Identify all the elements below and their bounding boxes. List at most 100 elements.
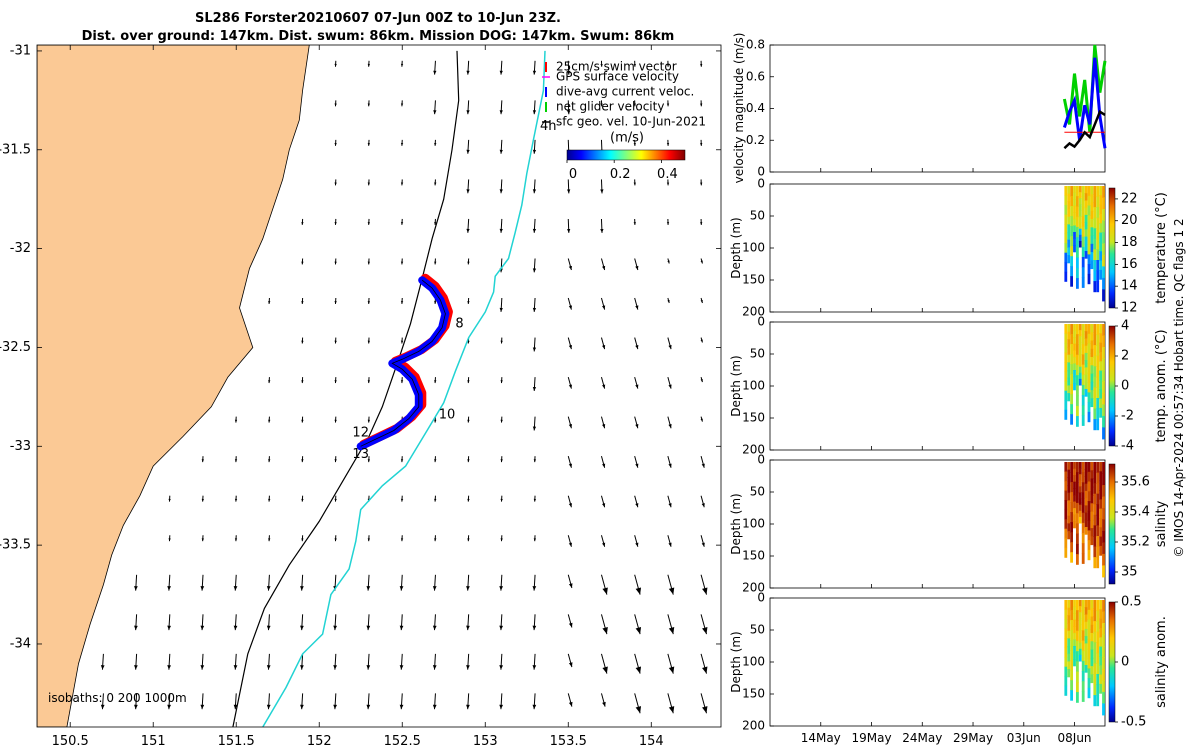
- profile-cell: [1099, 342, 1102, 353]
- profile-cell: [1067, 638, 1071, 647]
- profile-cell: [1099, 471, 1102, 482]
- current-vector: [300, 653, 304, 670]
- current-vector: [634, 258, 639, 271]
- current-vector: [500, 416, 503, 423]
- current-vector: [600, 297, 606, 310]
- profile-cell: [1064, 362, 1068, 373]
- profile-cell: [1093, 483, 1097, 495]
- isobath-200m: [232, 50, 460, 727]
- map-x-tick-label: 151: [141, 734, 166, 749]
- profile-cell: [1070, 542, 1073, 553]
- profile-cell: [1081, 324, 1085, 335]
- profile-cell: [1073, 462, 1076, 470]
- profile-cell: [1093, 345, 1097, 357]
- profile-cell: [1084, 519, 1088, 528]
- profile-cell: [1087, 520, 1091, 531]
- profile-cell: [1099, 242, 1102, 252]
- profile-colorbar-tick-label: -0.5: [1121, 715, 1146, 730]
- profile-cell: [1099, 480, 1102, 491]
- profile-cell: [1093, 217, 1097, 229]
- profile-cell: [1102, 496, 1105, 509]
- profile-cell: [1064, 333, 1068, 344]
- current-vector: [666, 139, 670, 146]
- velocity-y-ticks: 0 0.2 0.4 0.6 0.8: [746, 38, 774, 179]
- current-vector: [134, 614, 138, 631]
- profile-panel-salinity: 0 50 100 150 200 Depth (m) 35.6 35.4 35.2 35 salin…: [729, 453, 1169, 595]
- profile-cell: [1070, 462, 1073, 473]
- current-vector: [633, 139, 636, 146]
- profile-cell: [1096, 557, 1100, 569]
- map-x-ticks: 150.5 151 151.5 152 152.5 153 153.5 154: [52, 45, 664, 749]
- profile-cell: [1064, 628, 1068, 639]
- current-vector: [634, 456, 639, 468]
- current-vector: [433, 100, 437, 115]
- current-vector: [434, 456, 437, 463]
- profile-cell: [1078, 636, 1082, 644]
- legend-label-swim: 25cm/s swim vector: [556, 60, 677, 74]
- profile-cell: [1076, 640, 1079, 652]
- profile-cell: [1067, 485, 1071, 494]
- profile-cell: [1093, 536, 1097, 548]
- profile-cell: [1078, 216, 1082, 224]
- current-vector: [467, 495, 470, 502]
- profile-cell: [1099, 674, 1102, 685]
- profile-cell: [1096, 408, 1100, 420]
- profile-cell: [1087, 353, 1091, 364]
- profile-cell: [1087, 343, 1091, 354]
- current-vector: [367, 179, 371, 186]
- profile-cell: [1073, 337, 1076, 345]
- profile-cell: [1067, 508, 1071, 517]
- profile-cell: [1102, 220, 1105, 233]
- current-vector: [233, 614, 238, 631]
- profile-cell: [1078, 234, 1082, 242]
- current-vector: [367, 218, 371, 225]
- profile-frame: [769, 183, 1106, 313]
- profile-cell: [1076, 226, 1079, 238]
- profile-cell: [1081, 226, 1085, 238]
- profile-cell: [1084, 490, 1088, 499]
- current-vector: [301, 298, 304, 304]
- profile-cell: [1087, 392, 1091, 403]
- profile-cell: [1090, 600, 1094, 609]
- current-vector: [499, 179, 503, 194]
- legend-label-geo: sfc geo. vel. 10-Jun-2021: [556, 115, 706, 129]
- profile-cell: [1093, 387, 1097, 399]
- profile-cell: [1070, 660, 1073, 671]
- profile-cell: [1081, 671, 1085, 682]
- profile-cell: [1081, 600, 1085, 611]
- profile-cell: [1084, 236, 1088, 245]
- profile-cell: [1064, 500, 1068, 511]
- profile-cell: [1102, 553, 1105, 566]
- current-vector: [600, 218, 604, 233]
- current-vector: [301, 495, 304, 502]
- profile-cell: [1084, 207, 1088, 216]
- profile-cell: [1090, 235, 1094, 245]
- current-vector: [334, 179, 337, 186]
- profile-y-tick-label: 100: [742, 379, 765, 393]
- map-x-tick-label: 152.5: [384, 734, 421, 749]
- profile-cell: [1070, 226, 1073, 237]
- profile-cell: [1096, 674, 1100, 686]
- profile-cell: [1102, 691, 1105, 704]
- profile-cell: [1073, 218, 1076, 226]
- profile-panel-salinity_anom: 0 50 100 150 200 Depth (m) 0.5 0 -0.5 salinity an…: [729, 591, 1169, 733]
- profile-cell: [1084, 381, 1088, 390]
- profile-cell: [1067, 523, 1071, 532]
- profile-cell: [1078, 324, 1082, 331]
- profile-cell: [1076, 610, 1079, 621]
- current-vector: [167, 653, 171, 670]
- current-vector: [533, 495, 537, 502]
- profile-cell: [1090, 365, 1094, 375]
- profile-cell: [1093, 695, 1097, 707]
- map-y-tick-label: -34: [10, 636, 31, 651]
- profile-cell: [1096, 366, 1100, 378]
- profile-cell: [1099, 462, 1102, 472]
- profile-colorbar-tick-label: 22: [1121, 191, 1138, 206]
- legend-entry-dive-avg: dive-avg current veloc.: [545, 85, 694, 99]
- profile-cell: [1084, 527, 1088, 535]
- profile-cell: [1067, 370, 1071, 379]
- current-vector: [367, 60, 371, 67]
- profile-cell: [1070, 482, 1073, 493]
- current-vector: [434, 179, 437, 186]
- profile-cell: [1093, 238, 1097, 250]
